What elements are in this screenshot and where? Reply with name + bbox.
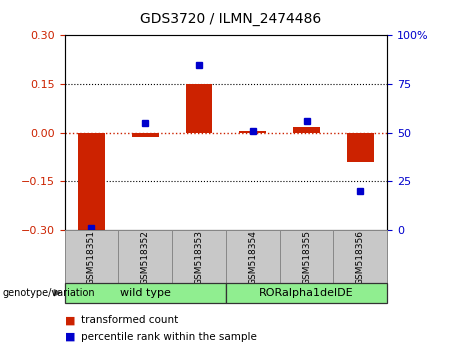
Text: ■: ■ — [65, 315, 75, 325]
Bar — [293, 127, 320, 133]
Text: GSM518352: GSM518352 — [141, 230, 150, 285]
Bar — [65, 230, 118, 285]
Text: GSM518351: GSM518351 — [87, 230, 96, 285]
Text: wild type: wild type — [120, 288, 171, 298]
Bar — [118, 230, 172, 285]
Bar — [78, 133, 105, 232]
Text: GSM518356: GSM518356 — [356, 230, 365, 285]
Text: RORalpha1delDE: RORalpha1delDE — [259, 288, 354, 298]
Text: ■: ■ — [65, 332, 75, 342]
Bar — [239, 131, 266, 133]
Bar — [333, 230, 387, 285]
Text: GSM518354: GSM518354 — [248, 230, 257, 285]
Text: percentile rank within the sample: percentile rank within the sample — [81, 332, 257, 342]
Bar — [226, 283, 387, 303]
Bar — [65, 283, 226, 303]
Text: GSM518355: GSM518355 — [302, 230, 311, 285]
Text: genotype/variation: genotype/variation — [2, 288, 95, 298]
Text: GSM518353: GSM518353 — [195, 230, 203, 285]
Bar — [185, 84, 213, 133]
Bar — [226, 230, 280, 285]
Bar — [172, 230, 226, 285]
Text: GDS3720 / ILMN_2474486: GDS3720 / ILMN_2474486 — [140, 12, 321, 27]
Bar — [347, 133, 374, 162]
Bar — [132, 133, 159, 137]
Text: transformed count: transformed count — [81, 315, 178, 325]
Bar — [280, 230, 333, 285]
